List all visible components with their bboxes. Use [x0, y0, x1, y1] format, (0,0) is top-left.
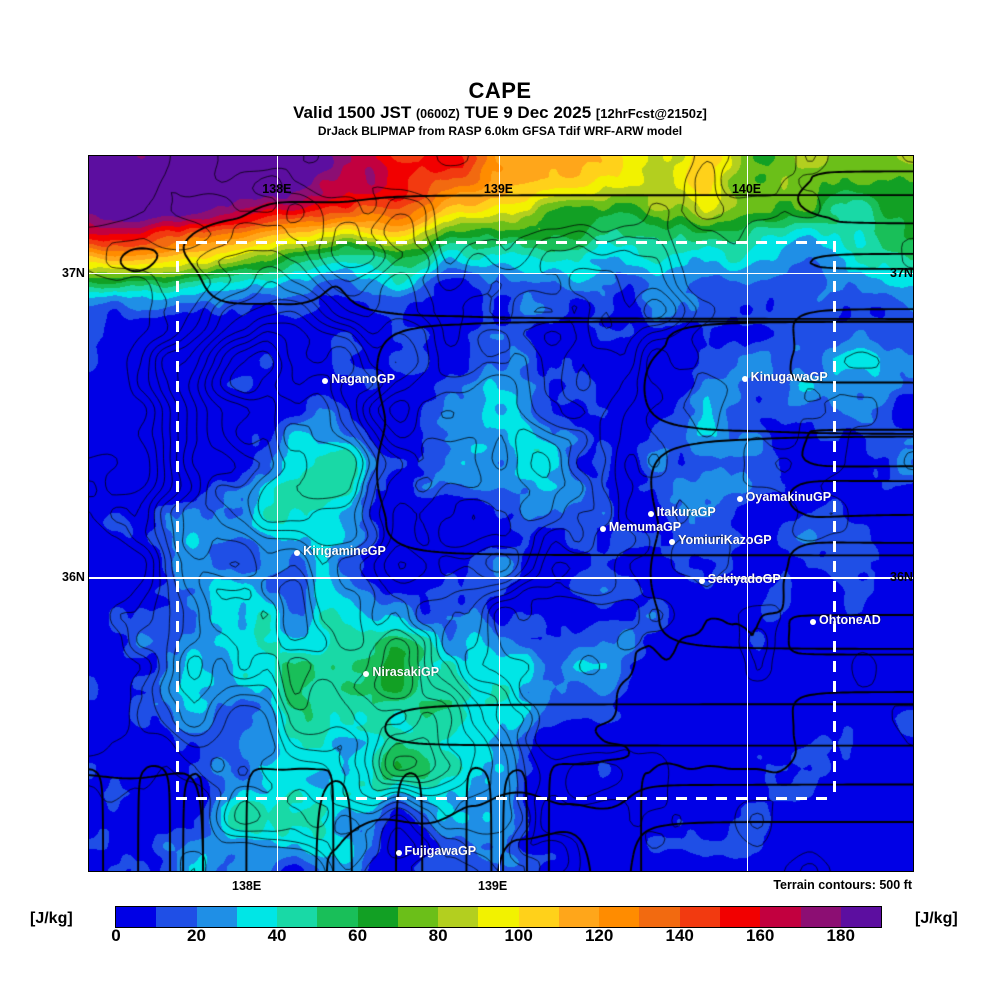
lon-label-top-0: 138E: [262, 182, 292, 196]
colorbar-tick: 180: [826, 926, 855, 945]
colorbar-swatch: [599, 907, 640, 927]
colorbar-swatch: [719, 907, 761, 927]
colorbar-swatch: [760, 907, 801, 927]
page-title: CAPE: [468, 78, 532, 103]
station-dot-icon: [363, 670, 370, 677]
colorbar-swatch: [236, 907, 278, 927]
colorbar-swatch: [317, 907, 358, 927]
colorbar-swatch: [116, 907, 157, 927]
colorbar-tick: 20: [187, 926, 206, 945]
station-dot-icon: [698, 577, 705, 584]
colorbar-tick: 120: [584, 926, 614, 945]
station-dot-icon: [294, 549, 301, 556]
station-label: ItakuraGP: [656, 505, 716, 520]
domain-box-left: [176, 241, 180, 797]
lat-label-right-37n: 37N: [890, 266, 913, 280]
station-dot-icon: [741, 376, 748, 383]
colorbar-tick: 40: [267, 926, 287, 945]
station-label: NaganoGP: [331, 372, 396, 387]
station-dot-icon: [736, 496, 743, 503]
colorbar-swatch: [196, 907, 237, 927]
graticule-meridian-2: [746, 156, 748, 871]
graticule-parallel-1: [89, 577, 913, 579]
station-dot-icon: [669, 538, 676, 545]
colorbar-tick: 80: [428, 926, 448, 945]
colorbar-swatch: [357, 907, 398, 927]
domain-box-bottom: [176, 796, 834, 800]
station-dot-icon: [647, 511, 654, 518]
colorbar[interactable]: [115, 906, 882, 928]
domain-box-right: [833, 241, 837, 797]
station-label: MemumaGP: [608, 519, 682, 534]
lat-label-left-36n: 36N: [62, 570, 85, 584]
forecast-hour-badge: [12hrFcst@2150z]: [595, 106, 707, 121]
graticule-parallel-0: [89, 272, 913, 274]
colorbar-tick-labels: 0 20 40 60 80 100 120 140 160 180: [0, 926, 1000, 950]
colorbar-swatch: [156, 907, 197, 927]
colorbar-swatch: [397, 907, 439, 927]
colorbar-unit-left: [J/kg]: [30, 910, 73, 927]
model-source-line: DrJack BLIPMAP from RASP 6.0km GFSA Tdif…: [317, 124, 683, 138]
terrain-contour-note: Terrain contours: 500 ft: [773, 878, 912, 892]
graticule-meridian-0: [276, 156, 279, 871]
station-label: SekiyadoGP: [707, 571, 781, 586]
station-label: OyamakinuGP: [745, 490, 832, 505]
station-dot-icon: [599, 525, 606, 532]
station-dot-icon: [322, 378, 329, 385]
lat-label-left-37n: 37N: [62, 266, 85, 280]
station-dot-icon: [810, 619, 816, 626]
station-label: NirasakiGP: [372, 664, 440, 679]
lon-label-bottom-138e: 138E: [232, 879, 262, 893]
lon-label-bottom-139e: 139E: [478, 879, 508, 893]
lon-label-top-1: 139E: [483, 182, 514, 196]
colorbar-swatch: [840, 907, 882, 927]
colorbar-swatch: [277, 907, 318, 927]
colorbar-swatch: [438, 907, 479, 927]
graticule-meridian-1: [498, 156, 500, 871]
colorbar-tick: 100: [504, 926, 533, 945]
station-label: KinugawaGP: [750, 370, 828, 385]
domain-box-top: [176, 241, 834, 245]
colorbar-tick: 60: [348, 926, 368, 945]
lon-label-top-2: 140E: [731, 182, 762, 196]
colorbar-swatch: [800, 907, 841, 927]
valid-time-zulu: (0600Z): [416, 107, 460, 121]
valid-date: TUE 9 Dec 2025: [464, 103, 592, 122]
map-panel[interactable]: 138E 139E 140E NaganoGP KinugawaGP OyamakinuG…: [88, 155, 914, 872]
colorbar-unit-right: [J/kg]: [915, 910, 958, 927]
colorbar-swatch: [518, 907, 559, 927]
station-label: KirigamineGP: [303, 543, 386, 558]
station-label: FujigawaGP: [404, 844, 477, 859]
colorbar-swatch: [558, 907, 600, 927]
colorbar-tick: 0: [111, 926, 121, 945]
valid-time-line: Valid 1500 JST (0600Z) TUE 9 Dec 2025 [1…: [0, 103, 1000, 123]
lat-label-right-36n: 36N: [890, 570, 913, 584]
colorbar-swatch: [639, 907, 680, 927]
station-dot-icon: [395, 850, 402, 857]
station-label: YomiuriKazoGP: [678, 532, 772, 547]
station-label: OhtoneAD: [819, 613, 881, 628]
colorbar-swatch: [478, 907, 519, 927]
colorbar-tick: 140: [665, 926, 694, 945]
valid-time-prefix: Valid 1500 JST: [293, 103, 412, 122]
cape-field-canvas: [89, 156, 913, 871]
colorbar-tick: 160: [746, 926, 775, 945]
colorbar-swatch: [679, 907, 720, 927]
